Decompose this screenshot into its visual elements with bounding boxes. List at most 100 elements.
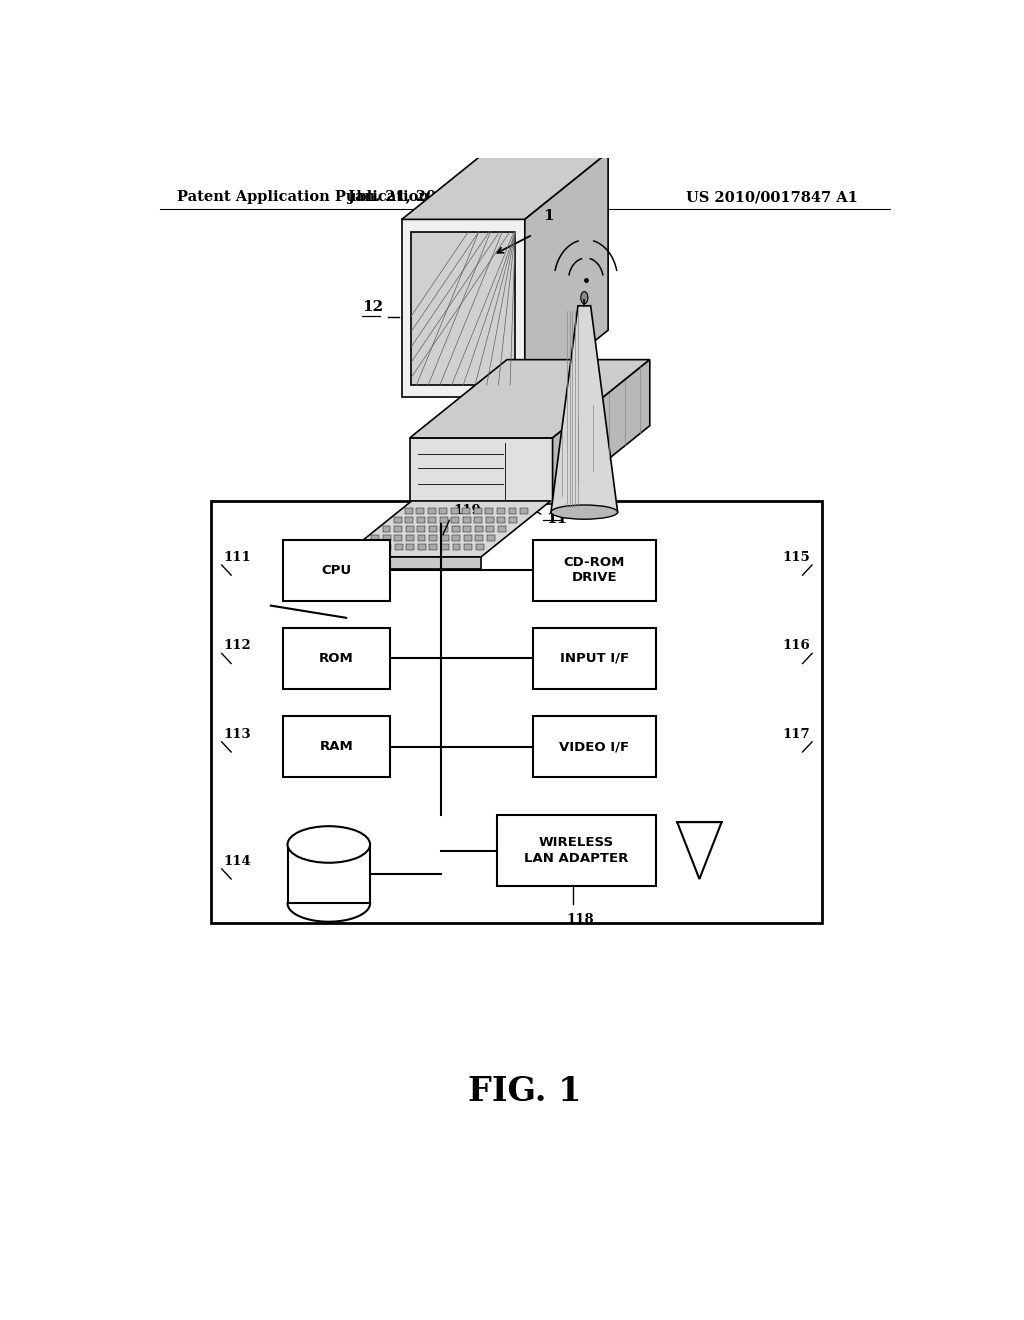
- Bar: [464, 544, 472, 550]
- Text: FIG. 1: FIG. 1: [468, 1074, 582, 1107]
- Text: Patent Application Publication: Patent Application Publication: [177, 190, 429, 205]
- Text: INPUT I/F: INPUT I/F: [560, 652, 629, 665]
- Polygon shape: [401, 219, 524, 397]
- Bar: [441, 544, 449, 550]
- Ellipse shape: [581, 292, 588, 304]
- Text: ROM: ROM: [318, 652, 353, 665]
- Bar: [429, 544, 437, 550]
- Text: 111: 111: [223, 550, 251, 564]
- Polygon shape: [342, 500, 551, 557]
- Bar: [417, 517, 425, 523]
- Bar: [418, 544, 426, 550]
- Bar: [509, 517, 517, 523]
- Text: US 2010/0017847 A1: US 2010/0017847 A1: [686, 190, 858, 205]
- Text: 114: 114: [223, 855, 251, 867]
- Text: 119: 119: [454, 504, 481, 517]
- Bar: [428, 517, 436, 523]
- FancyBboxPatch shape: [283, 717, 390, 777]
- Bar: [486, 535, 495, 541]
- Bar: [498, 517, 505, 523]
- FancyBboxPatch shape: [532, 717, 655, 777]
- Bar: [440, 527, 449, 532]
- Bar: [404, 508, 413, 515]
- Polygon shape: [553, 359, 650, 504]
- Bar: [486, 527, 495, 532]
- Polygon shape: [410, 359, 650, 438]
- Bar: [475, 527, 482, 532]
- Bar: [417, 527, 425, 532]
- Bar: [429, 527, 436, 532]
- Bar: [440, 535, 449, 541]
- Bar: [463, 527, 471, 532]
- Polygon shape: [412, 231, 515, 385]
- Bar: [383, 535, 391, 541]
- FancyBboxPatch shape: [283, 540, 390, 601]
- Bar: [509, 508, 516, 515]
- Bar: [383, 527, 390, 532]
- Bar: [497, 508, 505, 515]
- Bar: [407, 535, 414, 541]
- Bar: [428, 508, 436, 515]
- Text: VIDEO I/F: VIDEO I/F: [559, 741, 630, 754]
- Bar: [417, 508, 424, 515]
- Bar: [372, 544, 380, 550]
- Bar: [406, 527, 414, 532]
- Bar: [439, 517, 447, 523]
- Text: 12: 12: [362, 300, 384, 314]
- Text: CPU: CPU: [322, 564, 351, 577]
- Bar: [452, 527, 460, 532]
- Bar: [475, 544, 483, 550]
- Text: 113: 113: [223, 727, 251, 741]
- Bar: [453, 544, 461, 550]
- Bar: [474, 517, 482, 523]
- Text: Jan. 21, 2010  Sheet 1 of 13: Jan. 21, 2010 Sheet 1 of 13: [347, 190, 575, 205]
- Bar: [451, 508, 459, 515]
- Bar: [395, 544, 402, 550]
- FancyBboxPatch shape: [532, 628, 655, 689]
- Text: 116: 116: [782, 639, 811, 652]
- Bar: [498, 527, 506, 532]
- Bar: [372, 535, 379, 541]
- Bar: [360, 544, 369, 550]
- Bar: [439, 508, 447, 515]
- Text: 11: 11: [546, 512, 567, 527]
- Bar: [453, 535, 460, 541]
- Text: 13: 13: [352, 589, 373, 603]
- Polygon shape: [401, 152, 608, 219]
- Bar: [474, 508, 482, 515]
- Bar: [485, 517, 494, 523]
- Polygon shape: [551, 306, 617, 512]
- Bar: [406, 517, 413, 523]
- Text: 1: 1: [543, 210, 554, 223]
- Bar: [520, 508, 528, 515]
- Text: CD-ROM
DRIVE: CD-ROM DRIVE: [563, 556, 625, 585]
- Text: WIRELESS
LAN ADAPTER: WIRELESS LAN ADAPTER: [524, 837, 629, 865]
- Bar: [393, 517, 401, 523]
- Bar: [383, 544, 391, 550]
- Text: 117: 117: [783, 727, 811, 741]
- Bar: [464, 535, 472, 541]
- Bar: [418, 535, 426, 541]
- Bar: [429, 535, 437, 541]
- FancyBboxPatch shape: [532, 540, 655, 601]
- Text: 118: 118: [567, 912, 595, 925]
- Text: 115: 115: [782, 550, 811, 564]
- Text: RAM: RAM: [319, 741, 353, 754]
- Bar: [475, 535, 483, 541]
- Ellipse shape: [288, 826, 370, 863]
- Bar: [407, 544, 415, 550]
- Bar: [394, 535, 402, 541]
- FancyBboxPatch shape: [283, 628, 390, 689]
- FancyBboxPatch shape: [211, 500, 822, 923]
- Bar: [463, 508, 470, 515]
- Polygon shape: [524, 152, 608, 397]
- Bar: [394, 527, 402, 532]
- Bar: [288, 845, 370, 903]
- Ellipse shape: [551, 506, 617, 519]
- Polygon shape: [342, 557, 481, 569]
- FancyBboxPatch shape: [497, 814, 655, 886]
- Bar: [485, 508, 494, 515]
- Polygon shape: [472, 395, 496, 444]
- Text: 112: 112: [223, 639, 251, 652]
- Bar: [463, 517, 471, 523]
